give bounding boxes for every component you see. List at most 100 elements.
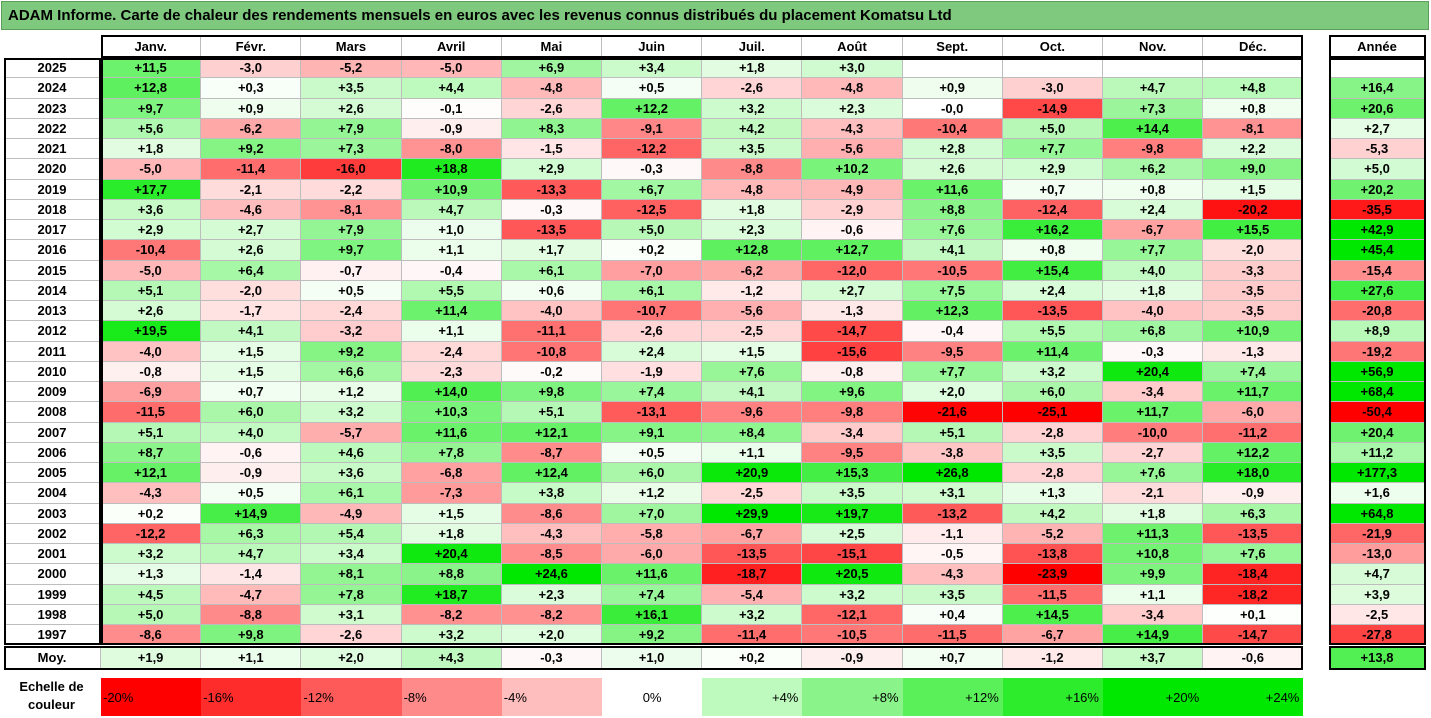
heatmap-cell: -8,6 (501, 503, 602, 524)
month-header: Janv. (101, 35, 202, 58)
heatmap-cell: +18,8 (401, 159, 502, 180)
heatmap-cell: +20,4 (1103, 361, 1204, 382)
heatmap-cell: +3,1 (902, 483, 1003, 504)
heatmap-cell: -4,0 (1103, 301, 1204, 322)
heatmap-cell: -8,6 (101, 625, 202, 646)
heatmap-cell: +4,7 (401, 199, 502, 220)
month-header: Mai (501, 35, 602, 58)
heatmap-cell: +1,5 (401, 503, 502, 524)
heatmap-cell: -4,8 (802, 78, 903, 99)
heatmap-cell: -0,8 (101, 361, 202, 382)
year-total-cell: +20,6 (1329, 98, 1426, 119)
heatmap-cell: -10,5 (902, 260, 1003, 281)
heatmap-cell: -9,5 (902, 341, 1003, 362)
heatmap-cell: +16,2 (1002, 220, 1103, 241)
heatmap-cell: +7,4 (1203, 361, 1304, 382)
heatmap-cell: -0,9 (401, 118, 502, 139)
year-label: 2010 (4, 361, 101, 382)
heatmap-cell: -16,0 (301, 159, 402, 180)
heatmap-cell: -5,0 (101, 260, 202, 281)
heatmap-cell: +19,5 (101, 321, 202, 342)
heatmap-cell: +5,5 (401, 280, 502, 301)
heatmap-cell: +6,8 (1103, 321, 1204, 342)
heatmap-cell: +7,6 (702, 361, 803, 382)
heatmap-cell: +11,5 (101, 58, 202, 79)
heatmap-cell: -6,7 (702, 523, 803, 544)
color-scale-swatch: +20% (1103, 678, 1204, 716)
heatmap-cell: +2,4 (1103, 199, 1204, 220)
heatmap-cell: +2,9 (101, 220, 202, 241)
heatmap-cell: -3,0 (201, 58, 302, 79)
heatmap-cell: -3,3 (1203, 260, 1304, 281)
heatmap-cell: -6,7 (1002, 625, 1103, 646)
heatmap-cell: -9,6 (702, 402, 803, 423)
heatmap-cell: +11,3 (1103, 523, 1204, 544)
heatmap-cell: +6,1 (301, 483, 402, 504)
heatmap-cell: +2,6 (101, 301, 202, 322)
average-cell: -1,2 (1002, 646, 1103, 670)
year-total-cell: +5,0 (1329, 159, 1426, 180)
color-scale-swatch: -12% (301, 678, 402, 716)
year-label: 2021 (4, 139, 101, 160)
heatmap-cell: +6,0 (602, 463, 703, 484)
heatmap-cell: +7,8 (401, 442, 502, 463)
heatmap-cell: -5,8 (602, 523, 703, 544)
year-label: 2006 (4, 442, 101, 463)
heatmap-cell: -20,2 (1203, 199, 1304, 220)
heatmap-cell: +3,2 (802, 584, 903, 605)
heatmap-cell: +19,7 (802, 503, 903, 524)
heatmap-cell: -4,6 (201, 199, 302, 220)
heatmap-cell: +9,6 (802, 382, 903, 403)
heatmap-cell: -4,9 (301, 503, 402, 524)
heatmap-cell: +3,5 (802, 483, 903, 504)
heatmap-cell: +6,9 (501, 58, 602, 79)
heatmap-cell: +18,7 (401, 584, 502, 605)
heatmap-cell: +4,2 (1002, 503, 1103, 524)
heatmap-cell: +11,4 (1002, 341, 1103, 362)
report-title: ADAM Informe. Carte de chaleur des rende… (1, 1, 1429, 30)
heatmap-cell: +1,1 (702, 442, 803, 463)
year-total-cell: +20,4 (1329, 422, 1426, 443)
heatmap-cell: +7,9 (301, 220, 402, 241)
heatmap-cell: +3,4 (301, 544, 402, 565)
heatmap-cell: +5,1 (101, 422, 202, 443)
heatmap-cell: +11,7 (1103, 402, 1204, 423)
heatmap-cell: -3,2 (301, 321, 402, 342)
heatmap-cell: -6,8 (401, 463, 502, 484)
heatmap-cell: +3,5 (1002, 442, 1103, 463)
heatmap-cell: +0,5 (301, 280, 402, 301)
heatmap-cell: +7,7 (902, 361, 1003, 382)
heatmap-cell: +0,1 (1203, 604, 1304, 625)
month-header: Oct. (1002, 35, 1103, 58)
year-total-cell: +64,8 (1329, 503, 1426, 524)
heatmap-cell: -4,0 (101, 341, 202, 362)
heatmap-cell (902, 58, 1003, 79)
heatmap-cell: +12,7 (802, 240, 903, 261)
heatmap-cell: +11,4 (401, 301, 502, 322)
year-label: 2023 (4, 98, 101, 119)
heatmap-cell: +3,4 (602, 58, 703, 79)
heatmap-cell: +5,1 (101, 280, 202, 301)
heatmap-cell: +0,5 (602, 78, 703, 99)
heatmap-cell: +9,9 (1103, 564, 1204, 585)
heatmap-cell: -2,9 (802, 199, 903, 220)
heatmap-cell: +9,2 (201, 139, 302, 160)
heatmap-cell: -0,1 (401, 98, 502, 119)
heatmap-cell: +18,0 (1203, 463, 1304, 484)
heatmap-cell: +3,2 (702, 604, 803, 625)
heatmap-cell: -10,5 (802, 625, 903, 646)
heatmap-cell: -9,1 (602, 118, 703, 139)
heatmap-cell: -15,1 (802, 544, 903, 565)
heatmap-cell: +1,5 (702, 341, 803, 362)
heatmap-cell: +10,2 (802, 159, 903, 180)
year-total-cell: +8,9 (1329, 321, 1426, 342)
heatmap-cell: -6,0 (1203, 402, 1304, 423)
heatmap-cell: +3,1 (301, 604, 402, 625)
heatmap-cell: +8,8 (902, 199, 1003, 220)
heatmap-cell: +1,8 (101, 139, 202, 160)
heatmap-cell: +7,5 (902, 280, 1003, 301)
heatmap-cell: -1,9 (602, 361, 703, 382)
heatmap-cell: +2,7 (802, 280, 903, 301)
heatmap-cell: -12,0 (802, 260, 903, 281)
heatmap-cell: +7,6 (1203, 544, 1304, 565)
